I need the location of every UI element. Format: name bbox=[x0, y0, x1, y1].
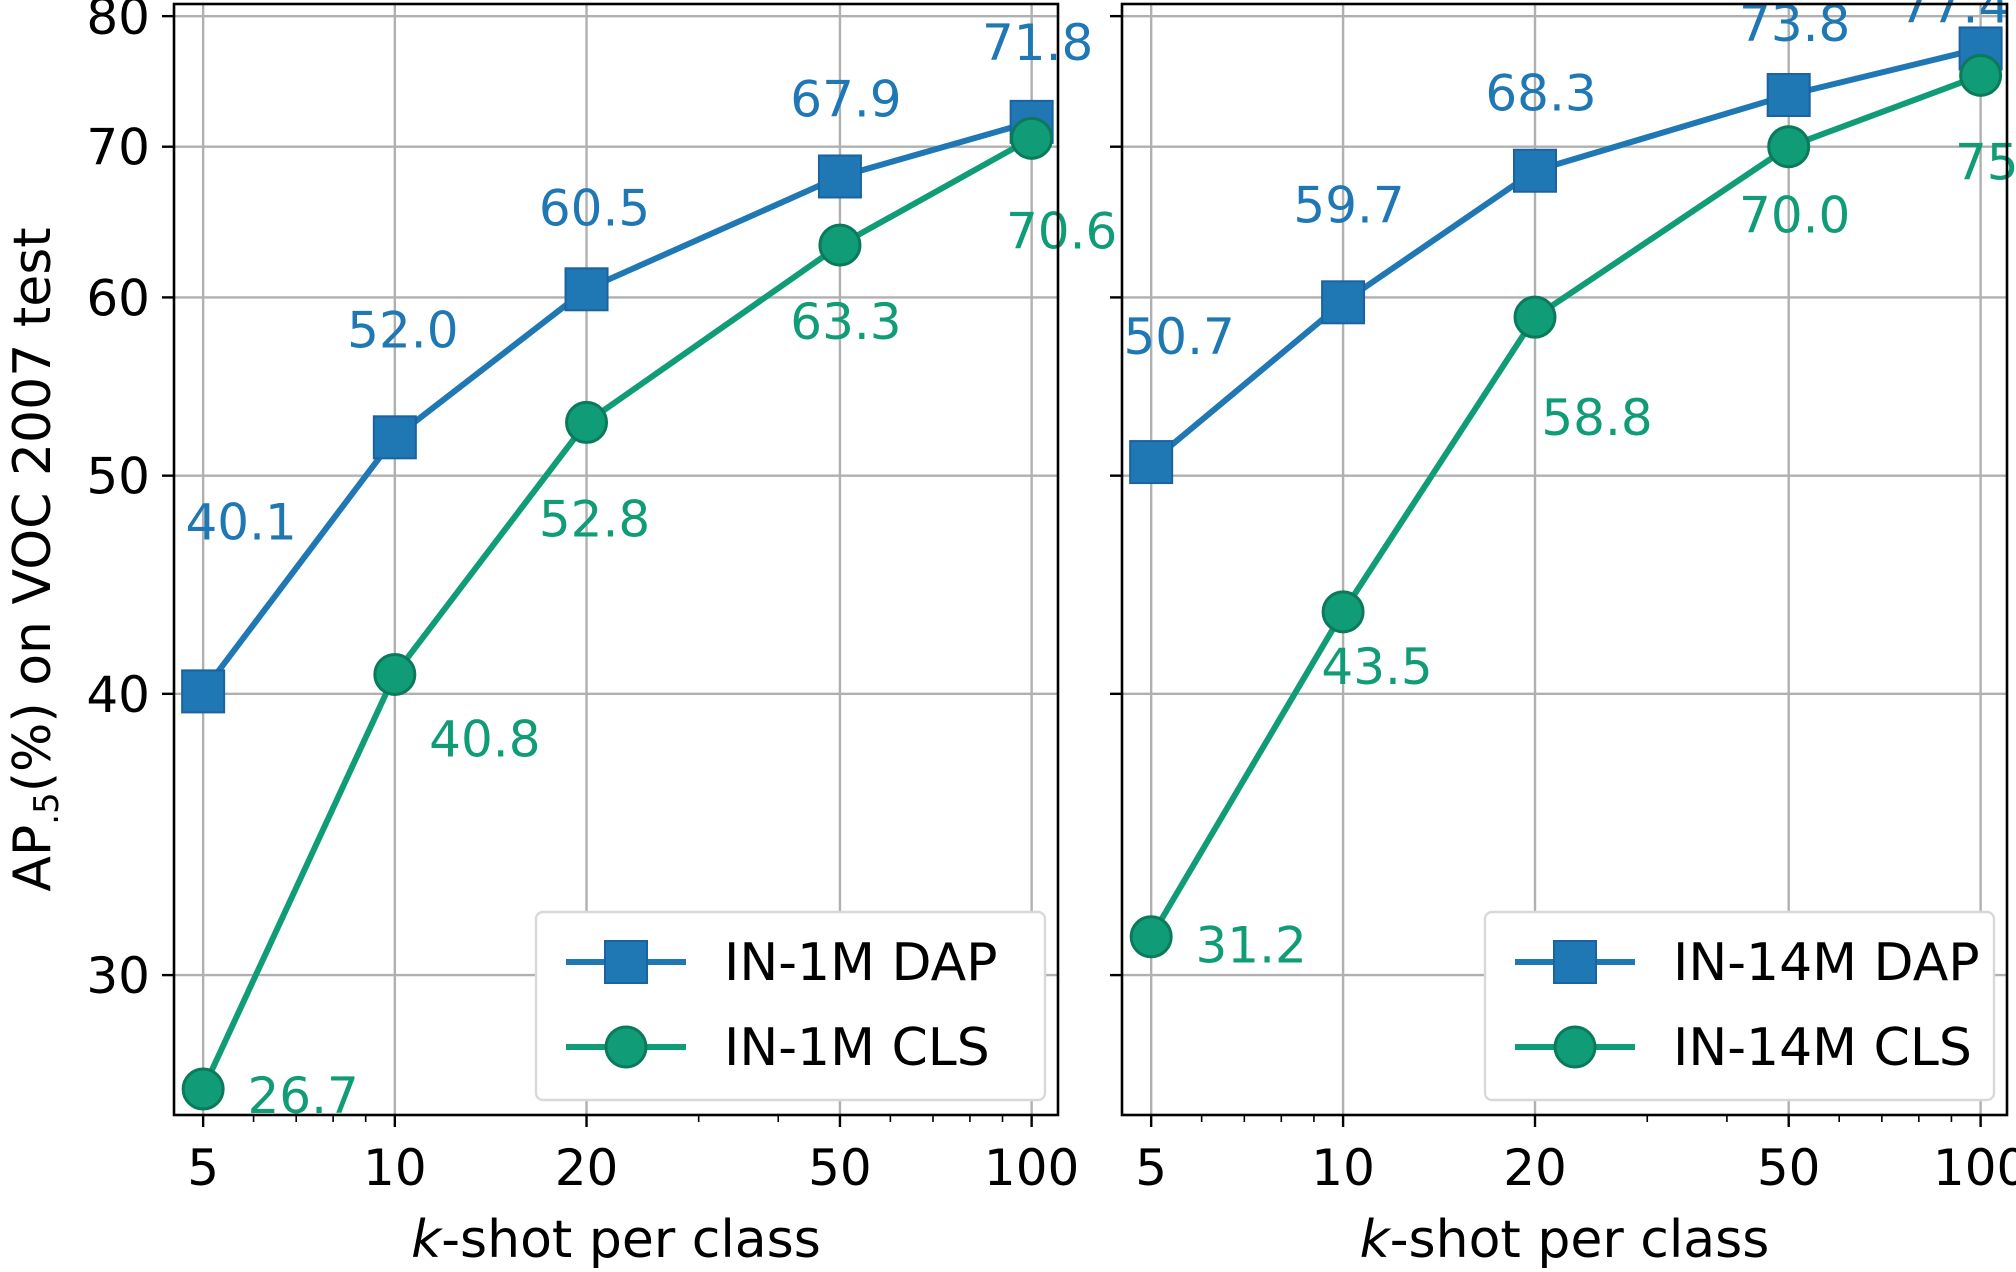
data-point bbox=[1769, 127, 1809, 167]
data-point bbox=[1130, 441, 1172, 483]
x-axis: 5 10 20 50 100 bbox=[1135, 1115, 2016, 1197]
data-point bbox=[820, 225, 860, 265]
series-line bbox=[1151, 75, 1980, 936]
x-axis-label-rest: -shot per class bbox=[441, 1210, 821, 1270]
x-tick-label: 5 bbox=[187, 1139, 219, 1197]
x-tick-label: 10 bbox=[363, 1139, 427, 1197]
data-label: 50.7 bbox=[1124, 308, 1235, 366]
data-point bbox=[1323, 592, 1363, 632]
legend-label: IN-14M DAP bbox=[1673, 933, 1980, 993]
data-label: 63.3 bbox=[790, 293, 901, 351]
y-axis-label-pre: AP bbox=[3, 825, 63, 892]
data-point bbox=[1768, 74, 1810, 116]
legend-label: IN-1M DAP bbox=[724, 933, 998, 993]
data-label: 58.8 bbox=[1541, 389, 1652, 447]
data-label: 67.9 bbox=[790, 70, 901, 128]
y-axis-label-sub: .5 bbox=[27, 792, 67, 824]
left-panel: 5 10 20 50 100 30 40 50 60 70 80 k-shot per class AP… bbox=[3, 0, 1117, 1270]
y-tick-label: 70 bbox=[86, 119, 150, 177]
legend: IN-1M DAP IN-1M CLS bbox=[536, 912, 1045, 1100]
data-label: 43.5 bbox=[1321, 638, 1432, 696]
series-in-14m-cls: 31.243.558.870.075.3 bbox=[1131, 55, 2016, 974]
legend-marker bbox=[1554, 941, 1596, 983]
data-label: 70.6 bbox=[1006, 202, 1117, 260]
y-axis-label: AP.5(%) on VOC 2007 test bbox=[3, 227, 67, 891]
data-label: 40.8 bbox=[429, 710, 540, 768]
data-point bbox=[1012, 118, 1052, 158]
data-point bbox=[183, 1069, 223, 1109]
legend: IN-14M DAP IN-14M CLS bbox=[1485, 912, 1994, 1100]
legend-marker bbox=[606, 1027, 646, 1067]
x-tick-label: 10 bbox=[1311, 1139, 1375, 1197]
right-panel: 5 10 20 50 100 k-shot per class 50.7 59.7 68.3 73… bbox=[1110, 0, 2016, 1270]
x-axis-label: k-shot per class bbox=[411, 1210, 821, 1270]
legend-marker bbox=[605, 941, 647, 983]
data-point bbox=[375, 654, 415, 694]
data-label: 52.8 bbox=[539, 490, 650, 548]
x-tick-label: 20 bbox=[1503, 1139, 1567, 1197]
data-point bbox=[1514, 150, 1556, 192]
x-tick-label: 100 bbox=[1933, 1139, 2016, 1197]
x-tick-label: 100 bbox=[984, 1139, 1079, 1197]
data-point bbox=[567, 402, 607, 442]
y-tick-label: 50 bbox=[86, 448, 150, 506]
data-label: 71.8 bbox=[982, 14, 1093, 72]
y-tick-label: 40 bbox=[86, 666, 150, 724]
data-label: 52.0 bbox=[347, 301, 458, 359]
legend-item: IN-1M DAP bbox=[566, 933, 998, 993]
data-point bbox=[1131, 917, 1171, 957]
y-axis-label-post: (%) on VOC 2007 test bbox=[3, 227, 63, 792]
x-tick-label: 50 bbox=[808, 1139, 872, 1197]
x-axis-label-italic: k bbox=[411, 1210, 443, 1270]
data-label: 26.7 bbox=[247, 1067, 358, 1125]
y-tick-label: 80 bbox=[86, 0, 150, 46]
x-axis-label: k-shot per class bbox=[1360, 1210, 1770, 1270]
x-axis-label-rest: -shot per class bbox=[1390, 1210, 1770, 1270]
data-label: 68.3 bbox=[1485, 65, 1596, 123]
data-point bbox=[566, 268, 608, 310]
y-axis bbox=[1110, 16, 1122, 975]
series-in-1m-dap: 40.1 52.0 60.5 67.9 71.8 bbox=[182, 14, 1093, 713]
data-point bbox=[374, 416, 416, 458]
y-tick-label: 60 bbox=[86, 269, 150, 327]
data-point bbox=[1961, 55, 2001, 95]
x-axis: 5 10 20 50 100 bbox=[187, 1115, 1079, 1197]
data-point bbox=[182, 670, 224, 712]
data-point bbox=[1322, 281, 1364, 323]
x-tick-label: 50 bbox=[1757, 1139, 1821, 1197]
data-label: 70.0 bbox=[1739, 187, 1850, 245]
legend-item: IN-14M DAP bbox=[1515, 933, 1980, 993]
data-label: 31.2 bbox=[1196, 917, 1307, 975]
legend-label: IN-1M CLS bbox=[724, 1018, 990, 1078]
x-tick-label: 5 bbox=[1135, 1139, 1167, 1197]
data-label: 73.8 bbox=[1739, 0, 1850, 53]
data-label: 60.5 bbox=[539, 179, 650, 237]
legend-label: IN-14M CLS bbox=[1673, 1018, 1972, 1078]
data-point bbox=[1515, 297, 1555, 337]
y-axis: 30 40 50 60 70 80 bbox=[86, 0, 174, 1005]
data-label: 40.1 bbox=[185, 493, 296, 551]
data-point bbox=[819, 155, 861, 197]
legend-marker bbox=[1555, 1027, 1595, 1067]
y-tick-label: 30 bbox=[86, 947, 150, 1005]
data-label: 59.7 bbox=[1293, 176, 1404, 234]
x-axis-label-italic: k bbox=[1360, 1210, 1392, 1270]
x-tick-label: 20 bbox=[555, 1139, 619, 1197]
